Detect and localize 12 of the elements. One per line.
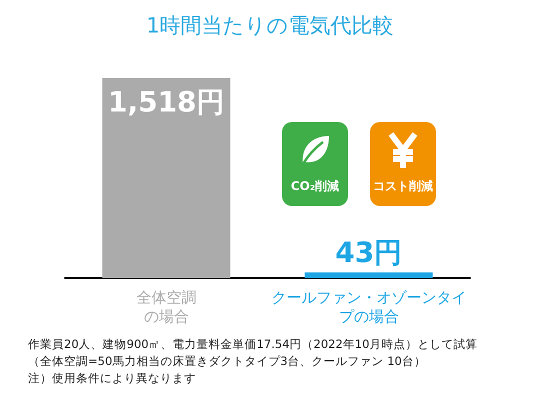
- yen-badge: コスト削減: [370, 122, 436, 206]
- x-tick-label: クールファン・オゾーンタイプの場合: [271, 288, 466, 326]
- annotation: CO₂削減: [290, 178, 340, 195]
- annotation: コスト削減: [372, 178, 434, 195]
- text: 作業員20人、建物900㎡、電力量料金単価17.54円（2022年10月時点）として試算: [28, 336, 478, 353]
- text: 注）使用条件により異なります: [28, 370, 197, 387]
- data-label: 1,518円: [108, 86, 225, 118]
- text: （全体空調=50馬力相当の床置きダクトタイプ3台、クールファン 10台）: [28, 353, 427, 370]
- data-label: 43円: [335, 236, 402, 269]
- chart-title: 1時間当たりの電気代比較: [146, 14, 394, 38]
- x-tick-label: 全体空調の場合: [136, 288, 196, 326]
- leaf-badge: CO₂削減: [282, 122, 348, 206]
